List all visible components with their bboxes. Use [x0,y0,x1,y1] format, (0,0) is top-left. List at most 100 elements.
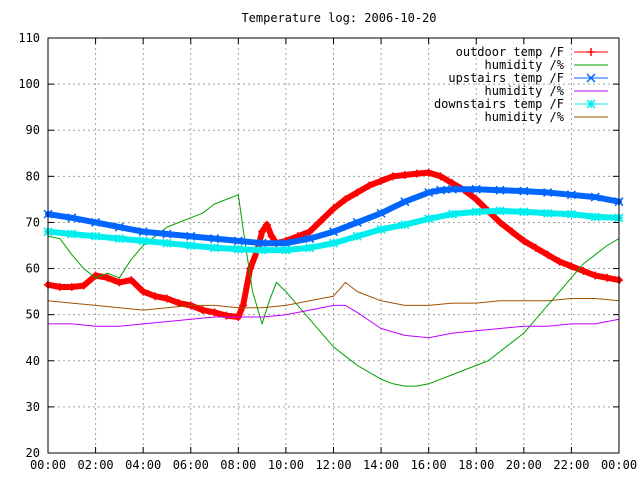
y-tick-label: 60 [26,262,40,276]
data-point [257,238,267,248]
data-point [352,231,362,241]
y-tick-label: 40 [26,354,40,368]
y-tick-label: 80 [26,169,40,183]
data-point [281,238,291,248]
y-tick-label: 90 [26,123,40,137]
series-line [45,186,622,247]
data-point [519,186,529,196]
x-tick-label: 00:00 [601,458,637,472]
data-point [519,236,528,245]
grid-lines [48,38,619,453]
data-point [329,204,338,213]
y-tick-label: 70 [26,215,40,229]
data-point [151,292,160,301]
data-point [91,231,101,241]
legend-label: humidity /% [485,110,565,124]
data-point [376,208,386,218]
data-point [186,240,196,251]
data-point [472,195,481,204]
data-point [67,283,76,291]
y-axis-ticks: 20 30 40 50 60 70 80 90 100 110 [18,31,619,460]
x-tick-label: 12:00 [315,458,351,472]
legend-label: downstairs temp /F [434,97,564,111]
data-point [448,179,457,188]
data-point [566,209,576,219]
series-1 [44,168,623,321]
data-point [55,283,64,291]
data-point [79,281,88,290]
series-line [47,304,620,339]
data-point [162,229,172,239]
data-point [495,206,505,216]
y-tick-label: 30 [26,400,40,414]
legend-label: outdoor temp /F [456,45,564,59]
x-tick-label: 20:00 [506,458,542,472]
data-point [436,185,446,195]
data-point [495,185,505,195]
data-point [400,220,410,230]
data-point [267,232,276,241]
x-tick-label: 10:00 [268,458,304,472]
data-point [377,176,386,185]
legend-label: humidity /% [485,84,565,98]
data-point [139,287,148,296]
y-tick-label: 20 [26,446,40,460]
x-tick-label: 06:00 [173,458,209,472]
plot-frame [47,37,620,454]
data-point [328,227,339,237]
series-4 [47,304,620,339]
series-6 [47,281,620,311]
data-point [305,234,315,244]
data-point [246,264,255,273]
y-tick-label: 100 [18,77,40,91]
series-line [47,281,620,311]
data-point [162,238,172,248]
data-point [67,229,77,239]
data-point [328,238,339,248]
data-point [496,218,505,227]
data-point [103,273,112,282]
data-point [400,170,409,179]
data-point [365,181,374,190]
legend-entry: outdoor temp /F [456,45,608,59]
data-point [115,278,124,287]
data-point [138,227,148,237]
data-point [424,187,434,198]
data-point [603,273,612,282]
data-point [447,209,457,219]
data-point [262,220,271,229]
chart-title: Temperature log: 2006-10-20 [241,11,436,25]
y-tick-label: 110 [18,31,40,45]
data-point [114,222,124,232]
data-point [471,207,481,217]
data-point [566,190,576,200]
x-tick-label: 14:00 [363,458,399,472]
data-point [233,236,243,246]
data-point [412,169,421,178]
data-point [210,243,220,253]
data-point [436,172,445,181]
data-point [590,192,600,202]
data-point [400,197,410,207]
data-point [543,208,553,218]
data-point [257,245,267,255]
data-point [555,257,564,266]
data-point [543,250,552,259]
legend-entry: humidity /% [485,110,608,124]
data-point [590,212,600,222]
data-point [353,188,362,197]
x-tick-label: 04:00 [125,458,161,472]
series-3 [43,184,624,248]
data-point [591,271,600,280]
legend-marker [586,99,596,109]
legend-marker [587,48,595,56]
x-tick-label: 16:00 [411,458,447,472]
x-axis-ticks: 00:00 02:00 04:00 06:00 08:00 10:00 12:00 14:00… [30,38,637,472]
data-point [210,234,220,244]
data-point [543,187,553,198]
data-point [352,217,362,227]
data-point [317,216,326,225]
data-point [281,245,291,255]
